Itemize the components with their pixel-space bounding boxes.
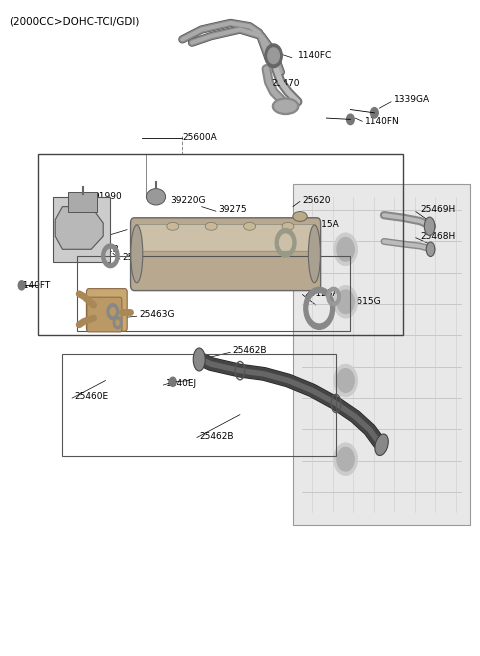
Text: 25620: 25620: [302, 195, 331, 205]
Circle shape: [334, 233, 358, 266]
Circle shape: [337, 369, 354, 392]
FancyBboxPatch shape: [53, 197, 110, 262]
Circle shape: [337, 447, 354, 471]
Text: 1140FT: 1140FT: [18, 281, 51, 290]
Text: 1339GA: 1339GA: [394, 95, 430, 104]
Ellipse shape: [205, 222, 217, 230]
Ellipse shape: [375, 434, 388, 455]
Text: 25462B: 25462B: [199, 432, 234, 441]
Text: 25615A: 25615A: [305, 220, 339, 229]
Text: 25633C: 25633C: [122, 253, 157, 262]
Circle shape: [265, 44, 282, 68]
Ellipse shape: [167, 222, 179, 230]
Text: 25615G: 25615G: [346, 297, 381, 306]
Ellipse shape: [131, 225, 143, 283]
Text: 25623T: 25623T: [271, 230, 305, 239]
Polygon shape: [55, 207, 103, 249]
Ellipse shape: [146, 189, 166, 205]
Ellipse shape: [426, 242, 435, 256]
Circle shape: [347, 114, 354, 125]
Text: 25469H: 25469H: [420, 205, 455, 215]
Circle shape: [337, 290, 354, 314]
Ellipse shape: [309, 225, 321, 283]
Circle shape: [334, 285, 358, 318]
Ellipse shape: [293, 211, 307, 221]
Circle shape: [18, 281, 25, 290]
Text: 25500A: 25500A: [130, 224, 164, 233]
Ellipse shape: [244, 222, 256, 230]
Text: 25462B: 25462B: [233, 346, 267, 356]
Polygon shape: [293, 184, 470, 525]
Ellipse shape: [275, 100, 296, 112]
Text: 1140FN: 1140FN: [365, 117, 399, 126]
FancyBboxPatch shape: [68, 192, 97, 212]
FancyBboxPatch shape: [131, 218, 321, 291]
Text: 25128A: 25128A: [305, 289, 339, 298]
Text: 1140EJ: 1140EJ: [166, 379, 197, 388]
Ellipse shape: [424, 217, 435, 236]
Circle shape: [268, 48, 279, 64]
FancyBboxPatch shape: [135, 224, 316, 251]
Text: 25631B: 25631B: [84, 245, 119, 254]
Text: 39220G: 39220G: [170, 195, 206, 205]
Text: 25463G: 25463G: [166, 270, 201, 279]
Text: 39275: 39275: [218, 205, 247, 215]
Circle shape: [334, 364, 358, 397]
Ellipse shape: [272, 98, 299, 115]
FancyBboxPatch shape: [86, 289, 127, 331]
Text: 1140FC: 1140FC: [298, 51, 332, 60]
Text: 25470: 25470: [271, 79, 300, 89]
Text: 25468H: 25468H: [420, 232, 455, 241]
Text: 91990: 91990: [94, 192, 122, 201]
Circle shape: [334, 443, 358, 476]
Circle shape: [169, 377, 176, 386]
Text: 25460E: 25460E: [74, 392, 108, 401]
Ellipse shape: [193, 348, 205, 371]
Text: (2000CC>DOHC-TCI/GDI): (2000CC>DOHC-TCI/GDI): [10, 16, 140, 26]
Ellipse shape: [282, 222, 294, 230]
Circle shape: [337, 237, 354, 261]
Circle shape: [371, 108, 378, 118]
FancyBboxPatch shape: [87, 297, 122, 332]
Text: 1140EP: 1140EP: [55, 215, 89, 224]
Text: 25463G: 25463G: [139, 310, 175, 319]
Text: 25600A: 25600A: [182, 133, 217, 142]
